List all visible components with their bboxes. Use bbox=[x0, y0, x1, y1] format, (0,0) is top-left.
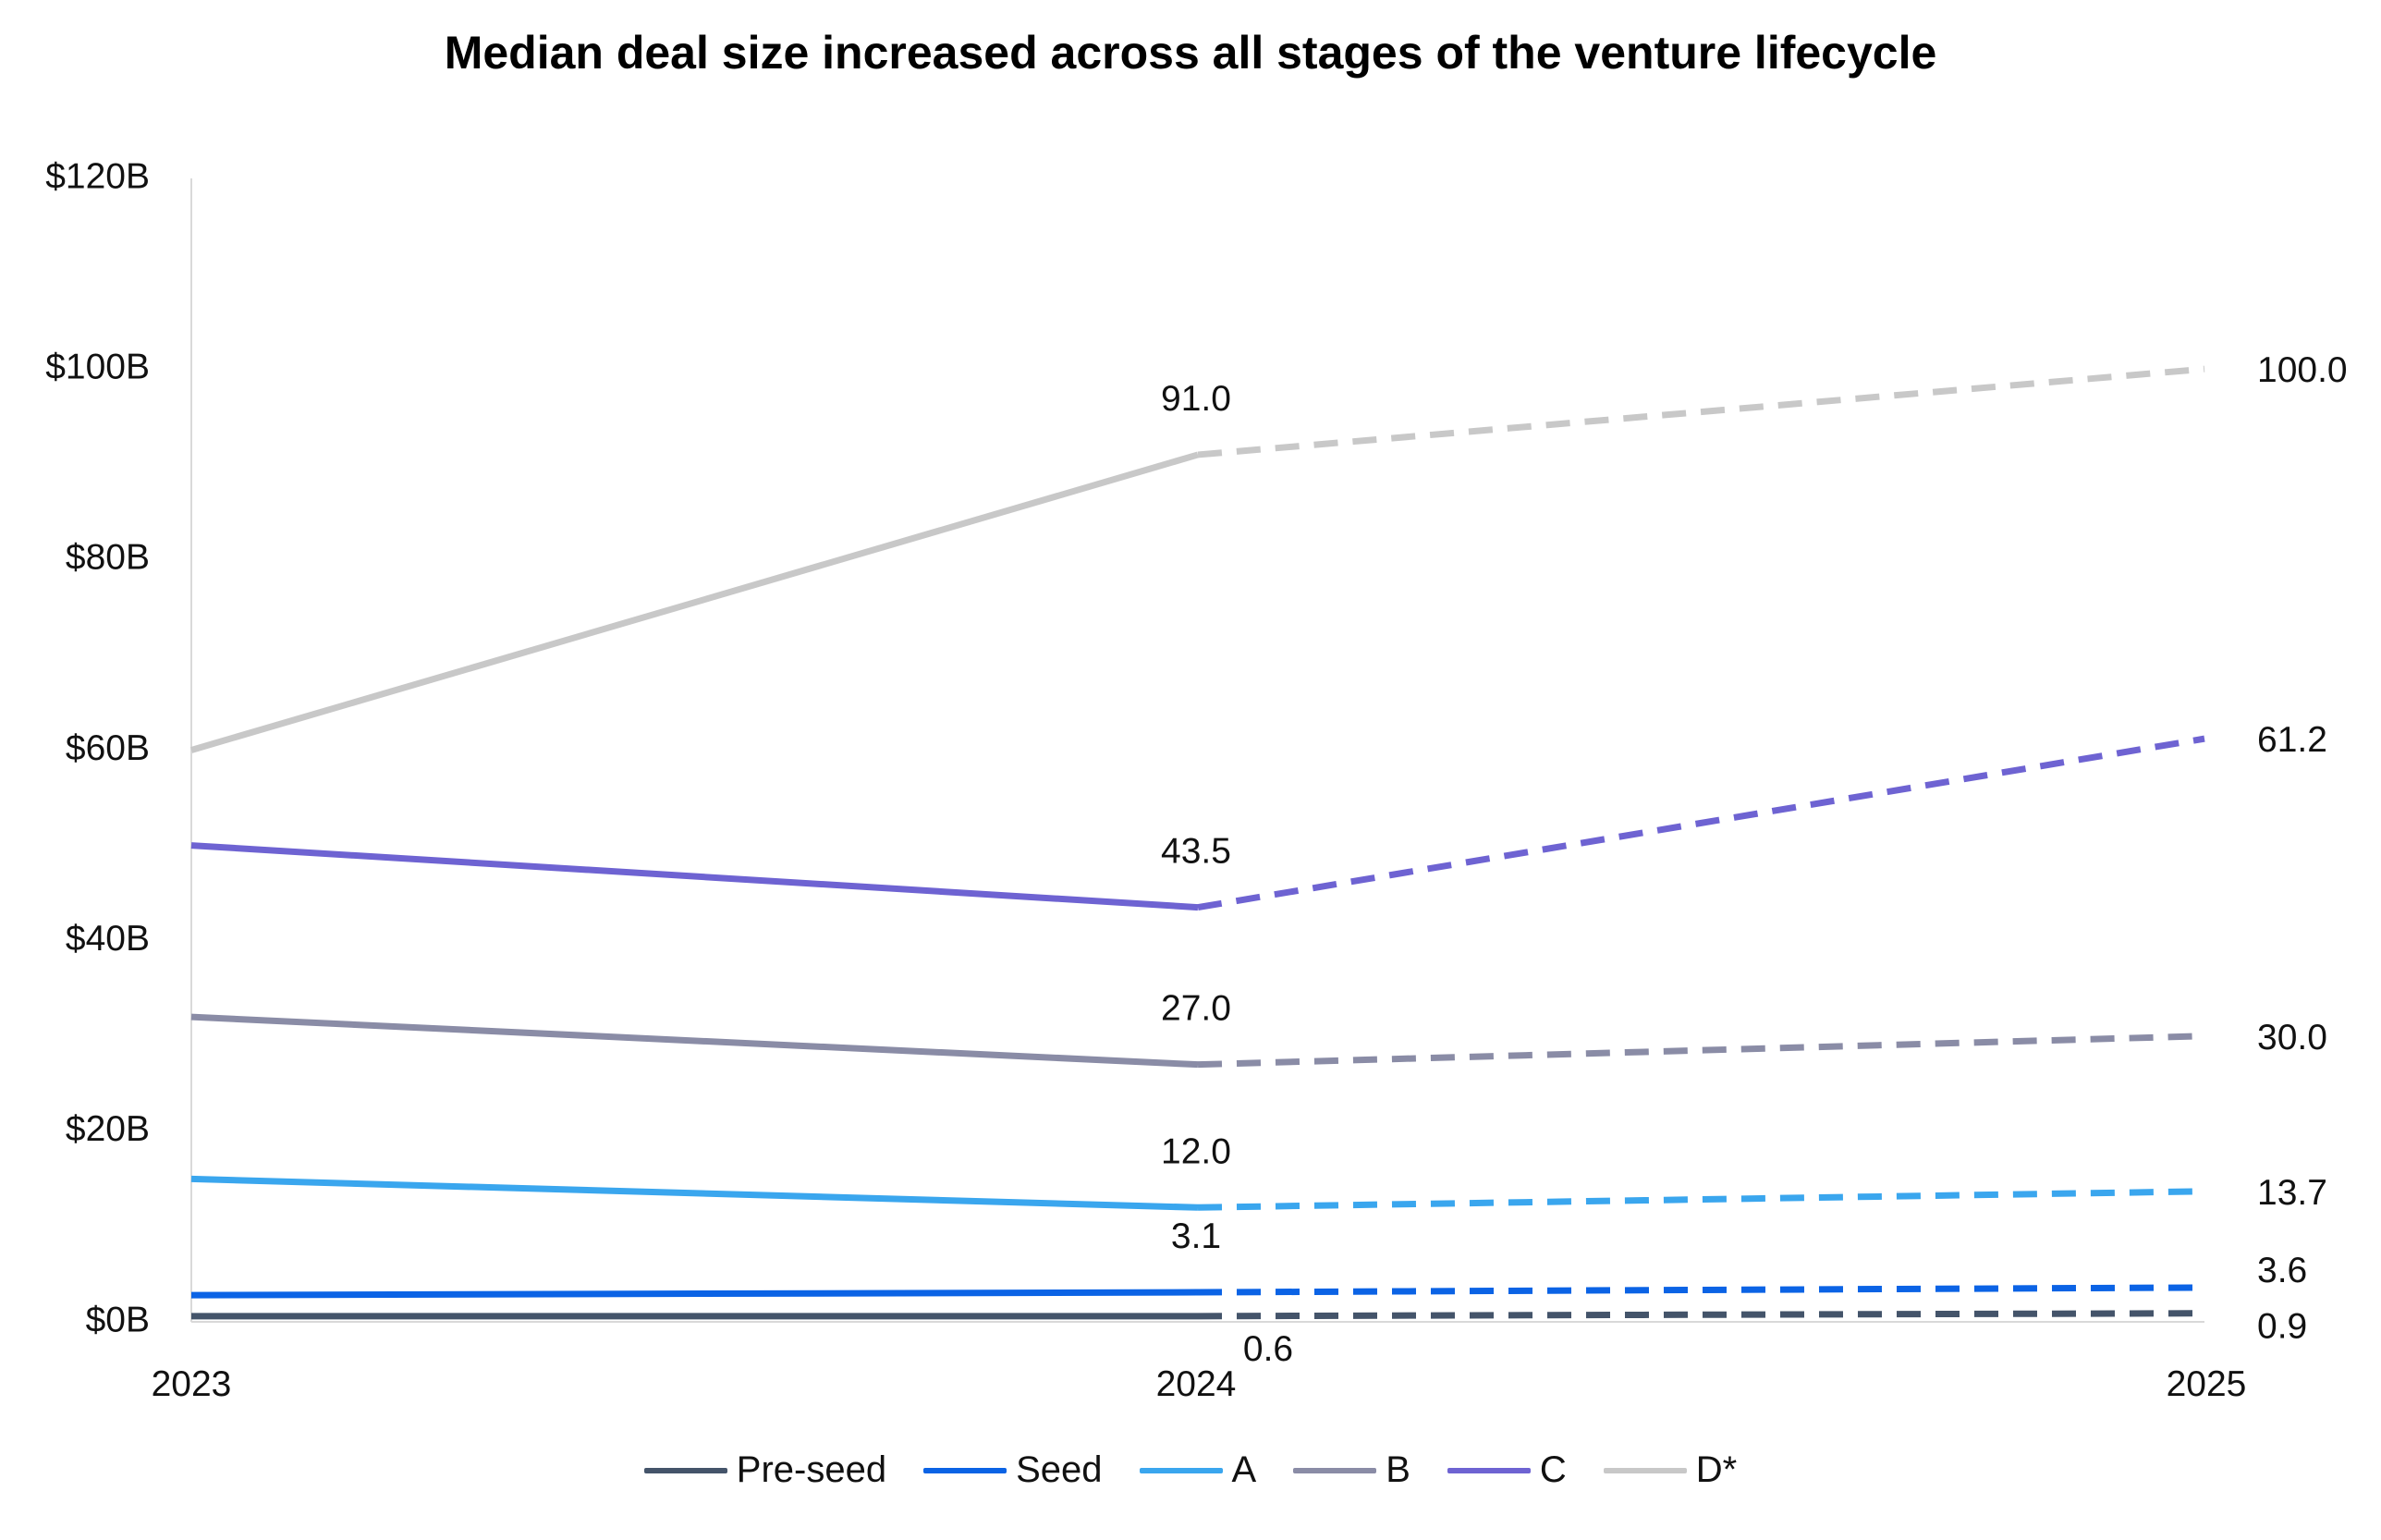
y-tick-label: $80B bbox=[66, 538, 150, 578]
legend: Pre-seed Seed A B C D* bbox=[0, 1449, 2381, 1491]
y-tick-label: $20B bbox=[66, 1109, 150, 1149]
legend-item-c: C bbox=[1447, 1449, 1567, 1491]
data-label-pre-seed: 0.9 bbox=[2257, 1307, 2307, 1347]
legend-item-a: A bbox=[1139, 1449, 1257, 1491]
series-line-d-solid bbox=[190, 451, 1199, 753]
legend-label: Pre-seed bbox=[736, 1449, 887, 1490]
legend-label: D* bbox=[1695, 1449, 1738, 1490]
data-label-d: 100.0 bbox=[2257, 350, 2348, 390]
series-lines bbox=[190, 365, 2205, 1320]
series-line-c-dashed bbox=[1197, 735, 2205, 911]
series-line-d-dashed bbox=[1197, 365, 2205, 458]
legend-swatch bbox=[1293, 1467, 1377, 1473]
legend-swatch bbox=[1603, 1467, 1687, 1473]
data-label-seed: 3.1 bbox=[1171, 1216, 1221, 1256]
x-tick-labels: 2023 2024 2025 bbox=[152, 1364, 2247, 1404]
series-line-seed-solid bbox=[190, 1289, 1199, 1299]
legend-label: C bbox=[1539, 1449, 1567, 1490]
legend-item-seed: Seed bbox=[923, 1449, 1103, 1491]
series-line-b-solid bbox=[190, 1013, 1199, 1069]
data-label-d: 91.0 bbox=[1161, 379, 1231, 419]
legend-item-d: D* bbox=[1603, 1449, 1738, 1491]
series-line-c-solid bbox=[190, 842, 1199, 911]
data-label-c: 61.2 bbox=[2257, 720, 2327, 760]
legend-item-pre-seed: Pre-seed bbox=[643, 1449, 887, 1491]
y-tick-label: $40B bbox=[66, 919, 150, 959]
chart-title: Median deal size increased across all st… bbox=[444, 27, 1937, 79]
y-tick-label: $60B bbox=[66, 728, 150, 768]
data-label-pre-seed: 0.6 bbox=[1243, 1329, 1293, 1369]
legend-swatch bbox=[643, 1467, 727, 1473]
y-tick-labels: $0B $20B $40B $60B $80B $100B $120B bbox=[45, 156, 150, 1339]
series-line-b-dashed bbox=[1197, 1033, 2205, 1069]
series-line-a-solid bbox=[190, 1175, 1199, 1211]
legend-swatch bbox=[1447, 1467, 1531, 1473]
y-tick-label: $100B bbox=[45, 347, 150, 386]
legend-label: A bbox=[1231, 1449, 1257, 1490]
legend-swatch bbox=[1139, 1467, 1223, 1473]
x-tick-label: 2025 bbox=[2167, 1364, 2247, 1404]
series-line-pre-seed-dashed bbox=[1197, 1310, 2205, 1320]
x-tick-label: 2023 bbox=[152, 1364, 232, 1404]
data-label-a: 13.7 bbox=[2257, 1173, 2327, 1213]
data-labels: 0.6 0.9 3.1 3.6 12.0 13.7 27.0 30.0 43.5 61.2 91.0… bbox=[1161, 350, 2348, 1369]
legend-item-b: B bbox=[1293, 1449, 1410, 1491]
data-label-c: 43.5 bbox=[1161, 832, 1231, 872]
x-tick-label: 2024 bbox=[1156, 1364, 1237, 1404]
data-label-seed: 3.6 bbox=[2257, 1251, 2307, 1290]
series-line-a-dashed bbox=[1197, 1188, 2205, 1211]
series-line-seed-dashed bbox=[1197, 1284, 2205, 1296]
legend-swatch bbox=[923, 1467, 1007, 1473]
data-label-a: 12.0 bbox=[1161, 1131, 1231, 1171]
legend-label: B bbox=[1386, 1449, 1410, 1490]
y-tick-label: $120B bbox=[45, 156, 150, 196]
legend-label: Seed bbox=[1016, 1449, 1103, 1490]
y-tick-label: $0B bbox=[86, 1300, 150, 1339]
data-label-b: 30.0 bbox=[2257, 1018, 2327, 1057]
data-label-b: 27.0 bbox=[1161, 989, 1231, 1029]
